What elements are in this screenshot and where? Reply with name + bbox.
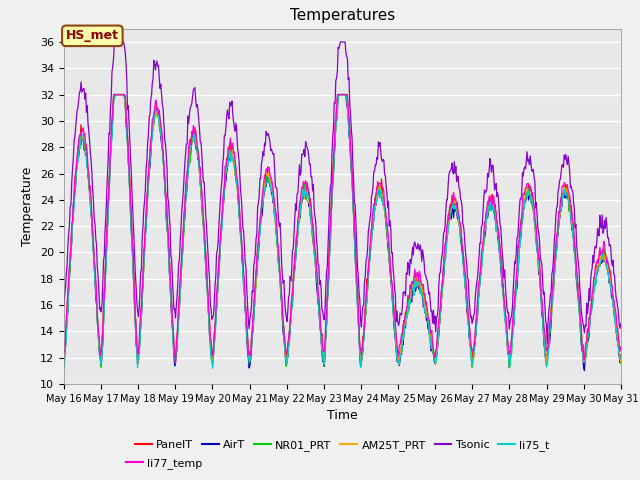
NR01_PRT xyxy=(60,359,68,364)
AirT xyxy=(111,92,119,97)
Line: li75_t: li75_t xyxy=(64,95,621,368)
Text: HS_met: HS_met xyxy=(66,29,119,42)
li77_temp xyxy=(412,275,419,280)
AirT xyxy=(617,357,625,363)
Tsonic xyxy=(214,239,222,245)
Line: PanelT: PanelT xyxy=(64,95,621,362)
li77_temp xyxy=(109,92,117,97)
li77_temp xyxy=(172,360,179,366)
AM25T_PRT xyxy=(185,161,193,167)
Tsonic xyxy=(185,120,193,126)
li75_t xyxy=(111,92,118,97)
AM25T_PRT xyxy=(214,279,222,285)
Tsonic xyxy=(128,194,136,200)
Y-axis label: Temperature: Temperature xyxy=(22,167,35,246)
Tsonic xyxy=(70,139,78,144)
AM25T_PRT xyxy=(111,92,118,97)
AirT xyxy=(128,243,136,249)
li77_temp xyxy=(128,237,136,243)
Tsonic xyxy=(543,341,551,347)
AirT xyxy=(580,368,588,373)
NR01_PRT xyxy=(70,196,78,202)
Line: AirT: AirT xyxy=(64,95,621,371)
NR01_PRT xyxy=(428,340,435,346)
li75_t xyxy=(215,268,223,274)
PanelT xyxy=(60,356,68,361)
AirT xyxy=(411,287,419,292)
Tsonic xyxy=(111,39,119,45)
PanelT xyxy=(506,360,514,365)
AirT xyxy=(70,201,78,207)
AM25T_PRT xyxy=(60,357,68,362)
PanelT xyxy=(111,92,118,97)
Tsonic xyxy=(617,321,625,326)
li77_temp xyxy=(186,138,193,144)
li75_t xyxy=(60,365,68,371)
NR01_PRT xyxy=(617,360,625,366)
NR01_PRT xyxy=(214,279,222,285)
li77_temp xyxy=(617,344,625,350)
Legend: li77_temp: li77_temp xyxy=(122,454,207,473)
Title: Temperatures: Temperatures xyxy=(290,9,395,24)
Line: AM25T_PRT: AM25T_PRT xyxy=(64,95,621,366)
li75_t xyxy=(209,365,216,371)
li75_t xyxy=(412,283,419,289)
AirT xyxy=(214,282,222,288)
Line: Tsonic: Tsonic xyxy=(64,42,621,344)
NR01_PRT xyxy=(111,92,118,97)
li75_t xyxy=(617,356,625,361)
NR01_PRT xyxy=(185,158,193,164)
AirT xyxy=(428,348,435,354)
NR01_PRT xyxy=(128,242,136,248)
AM25T_PRT xyxy=(411,274,419,279)
li77_temp xyxy=(60,340,68,346)
PanelT xyxy=(128,239,136,245)
PanelT xyxy=(214,273,222,279)
li77_temp xyxy=(70,191,78,197)
AM25T_PRT xyxy=(70,196,78,202)
li77_temp xyxy=(428,327,436,333)
Tsonic xyxy=(411,239,419,245)
NR01_PRT xyxy=(411,280,419,286)
PanelT xyxy=(185,156,193,162)
Tsonic xyxy=(428,309,435,314)
li77_temp xyxy=(215,260,223,266)
li75_t xyxy=(128,241,136,247)
PanelT xyxy=(70,192,78,198)
Line: NR01_PRT: NR01_PRT xyxy=(64,95,621,368)
Line: li77_temp: li77_temp xyxy=(64,95,621,363)
AM25T_PRT xyxy=(469,363,477,369)
AM25T_PRT xyxy=(617,359,625,364)
PanelT xyxy=(617,352,625,358)
AirT xyxy=(185,163,193,168)
AirT xyxy=(60,364,68,370)
AM25T_PRT xyxy=(128,241,136,247)
NR01_PRT xyxy=(506,365,513,371)
li75_t xyxy=(70,204,78,209)
X-axis label: Time: Time xyxy=(327,409,358,422)
li75_t xyxy=(428,346,436,351)
PanelT xyxy=(411,279,419,285)
AM25T_PRT xyxy=(428,334,435,340)
li75_t xyxy=(185,162,193,168)
Tsonic xyxy=(60,302,68,308)
PanelT xyxy=(428,336,435,342)
